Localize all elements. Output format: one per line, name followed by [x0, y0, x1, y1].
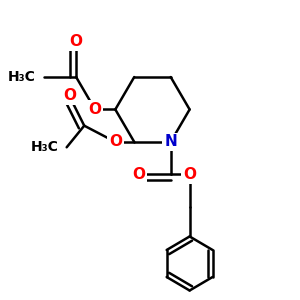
Text: O: O: [109, 134, 122, 149]
Text: N: N: [164, 134, 177, 149]
Text: O: O: [132, 167, 145, 182]
Text: H₃C: H₃C: [31, 140, 58, 154]
Text: O: O: [70, 34, 83, 50]
Text: O: O: [183, 167, 196, 182]
Text: O: O: [88, 102, 101, 117]
Text: H₃C: H₃C: [8, 70, 36, 84]
Text: O: O: [63, 88, 76, 104]
